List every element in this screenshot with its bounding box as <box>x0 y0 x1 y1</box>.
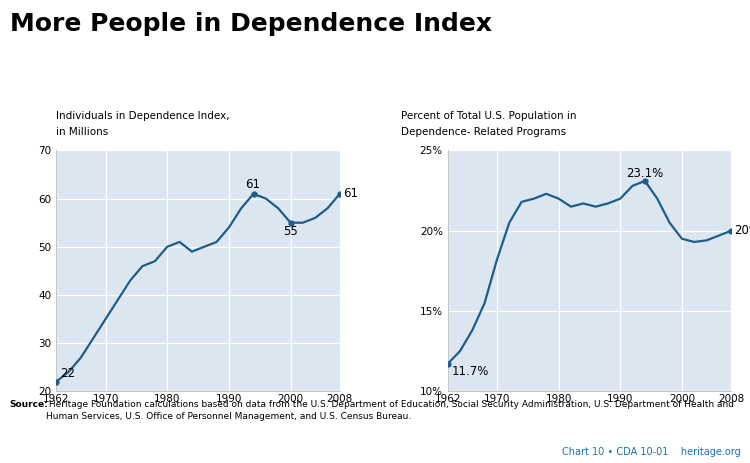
Text: 61: 61 <box>343 188 358 200</box>
Text: 55: 55 <box>284 225 298 238</box>
Text: Individuals in Dependence Index,: Individuals in Dependence Index, <box>56 111 230 121</box>
Text: 61: 61 <box>244 178 260 191</box>
Text: Dependence- Related Programs: Dependence- Related Programs <box>401 127 566 138</box>
Text: 11.7%: 11.7% <box>452 365 489 378</box>
Text: Heritage Foundation calculations based on data from the U.S. Department of Educa: Heritage Foundation calculations based o… <box>46 400 734 421</box>
Text: More People in Dependence Index: More People in Dependence Index <box>10 12 492 36</box>
Text: Chart 10 • CDA 10-01    heritage.org: Chart 10 • CDA 10-01 heritage.org <box>562 447 740 457</box>
Text: 22: 22 <box>61 367 76 380</box>
Text: in Millions: in Millions <box>56 127 109 138</box>
Text: Percent of Total U.S. Population in: Percent of Total U.S. Population in <box>401 111 577 121</box>
Text: 20%: 20% <box>734 224 750 237</box>
Text: Source:: Source: <box>10 400 49 409</box>
Text: 23.1%: 23.1% <box>626 167 664 180</box>
